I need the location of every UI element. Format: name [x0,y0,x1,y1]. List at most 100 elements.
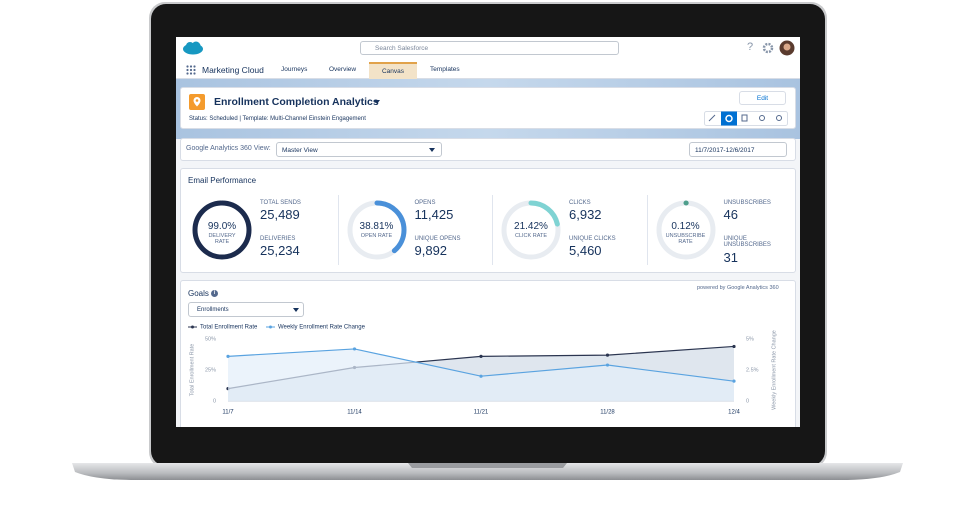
y-tick-label: 25% [205,367,216,373]
stat-value: 6,932 [569,207,602,222]
y-tick-label: 0 [746,398,749,404]
divider [646,195,648,265]
email-title: Email Performance [188,176,257,185]
nav-tab[interactable]: Journeys [281,66,308,73]
donut [501,200,561,260]
stat-label: TOTAL SENDS [260,200,301,206]
app-name: Marketing Cloud [202,65,264,75]
filter-card: Google Analytics 360 View: Master View 1… [180,138,796,161]
y2-axis-title: Weekly Enrollment Rate Change [771,330,777,410]
nav-tab[interactable]: Overview [329,66,357,73]
stat-value: 11,425 [414,207,454,222]
data-point [732,344,736,349]
laptop-base [72,463,903,480]
x-tick-label: 11/28 [600,410,615,416]
data-point [479,374,483,378]
legend-marker [191,325,194,329]
header: Search Salesforce ? Marketing Cloud Jour… [176,37,800,79]
search-box[interactable]: Search Salesforce [360,41,619,55]
x-tick-label: 12/4 [728,410,740,416]
date-value: 11/7/2017-12/6/2017 [695,147,755,154]
y-tick-label: 5% [746,336,754,342]
info-icon[interactable]: i [211,290,218,297]
chart: 0 25% 50% 0 2.5% 5% Total Enrollment Rate Weekl… [188,325,777,416]
donut-arc [656,200,715,260]
stat-label: CLICKS [569,200,591,206]
notch [408,463,567,468]
y-tick-label: 2.5% [746,367,759,373]
rate-value: 0.12% [671,221,700,232]
help-icon[interactable]: ? [747,41,754,53]
toolbar [704,111,788,126]
stat-value: 5,460 [569,243,602,258]
settings-icon[interactable] [762,42,774,54]
nav-tab[interactable]: Templates [430,66,460,73]
goals-dropdown[interactable]: Enrollments [188,302,304,317]
logo [183,41,203,55]
legend-label: Weekly Enrollment Rate Change [278,325,366,331]
data-point [732,379,736,383]
view-value: Master View [282,147,318,154]
rate-value: 38.81% [359,221,394,232]
donut [192,200,252,260]
app-launcher[interactable] [186,65,196,75]
donut-arc [347,200,406,260]
donut [656,200,715,260]
stat-label: UNIQUE UNSUBSCRIBES [723,236,771,248]
donut-arc [192,200,252,260]
stat-label: UNSUBSCRIBES [723,200,771,206]
stat-value: 46 [723,207,738,222]
y-tick-label: 0 [213,398,216,404]
stat-label: UNIQUE CLICKS [569,236,616,242]
stat-value: 9,892 [414,243,448,258]
stat-value: 25,489 [260,207,300,222]
rate-value: 99.0% [207,221,237,232]
stat-label: UNIQUE OPENS [414,236,461,242]
rate-name: DELIVERY RATE [208,233,236,245]
rate-name: UNSUBSCRIBE RATE [665,233,706,245]
goals-title: Goals [188,289,209,298]
divider [492,195,493,265]
data-point [605,353,610,357]
dropdown-caret [293,308,299,312]
data-point [226,354,230,358]
donut [347,200,406,260]
legend-label: Total Enrollment Rate [200,325,258,331]
stat-label: DELIVERIES [260,236,296,242]
record-icon [189,94,205,110]
data-point [352,347,357,351]
donut-arc [501,200,561,260]
legend-marker [269,325,272,329]
screen: Search Salesforce ? Marketing Cloud Jour… [176,37,800,427]
rate-name: OPEN RATE [360,233,393,239]
nav-tab[interactable]: Canvas [369,62,417,79]
rate-value: 21.42% [514,221,548,232]
status-text: Status: Scheduled | Template: Multi-Chan… [189,116,366,122]
stat-value: 31 [723,250,738,265]
powered-by: powered by Google Analytics 360 [697,285,779,291]
date-picker[interactable]: 11/7/2017-12/6/2017 [689,142,787,157]
filter-label: Google Analytics 360 View: [186,145,271,152]
data-point [605,363,610,367]
edit-button[interactable]: Edit [739,91,786,105]
page-title: Enrollment Completion Analytics [214,96,379,108]
search-placeholder: Search Salesforce [375,45,429,52]
y-tick-label: 50% [205,336,216,342]
email-card: Email Performance 99.0% DELIVERY RATE TOTA… [180,168,796,273]
x-tick-label: 11/21 [474,410,489,416]
title-caret[interactable] [374,100,380,104]
x-tick-label: 11/14 [347,410,362,416]
title-card: Enrollment Completion Analytics Status: … [180,87,796,129]
dropdown-value: Enrollments [197,307,229,313]
divider [337,195,339,265]
rate-name: CLICK RATE [515,233,547,239]
select-caret [429,148,435,152]
series-area [228,348,734,401]
view-select[interactable]: Master View [276,142,442,157]
avatar[interactable] [779,40,795,56]
stat-label: OPENS [414,200,436,206]
data-point [479,354,483,358]
y-axis-title: Total Enrollment Rate [189,344,195,397]
stat-value: 25,234 [260,243,300,258]
